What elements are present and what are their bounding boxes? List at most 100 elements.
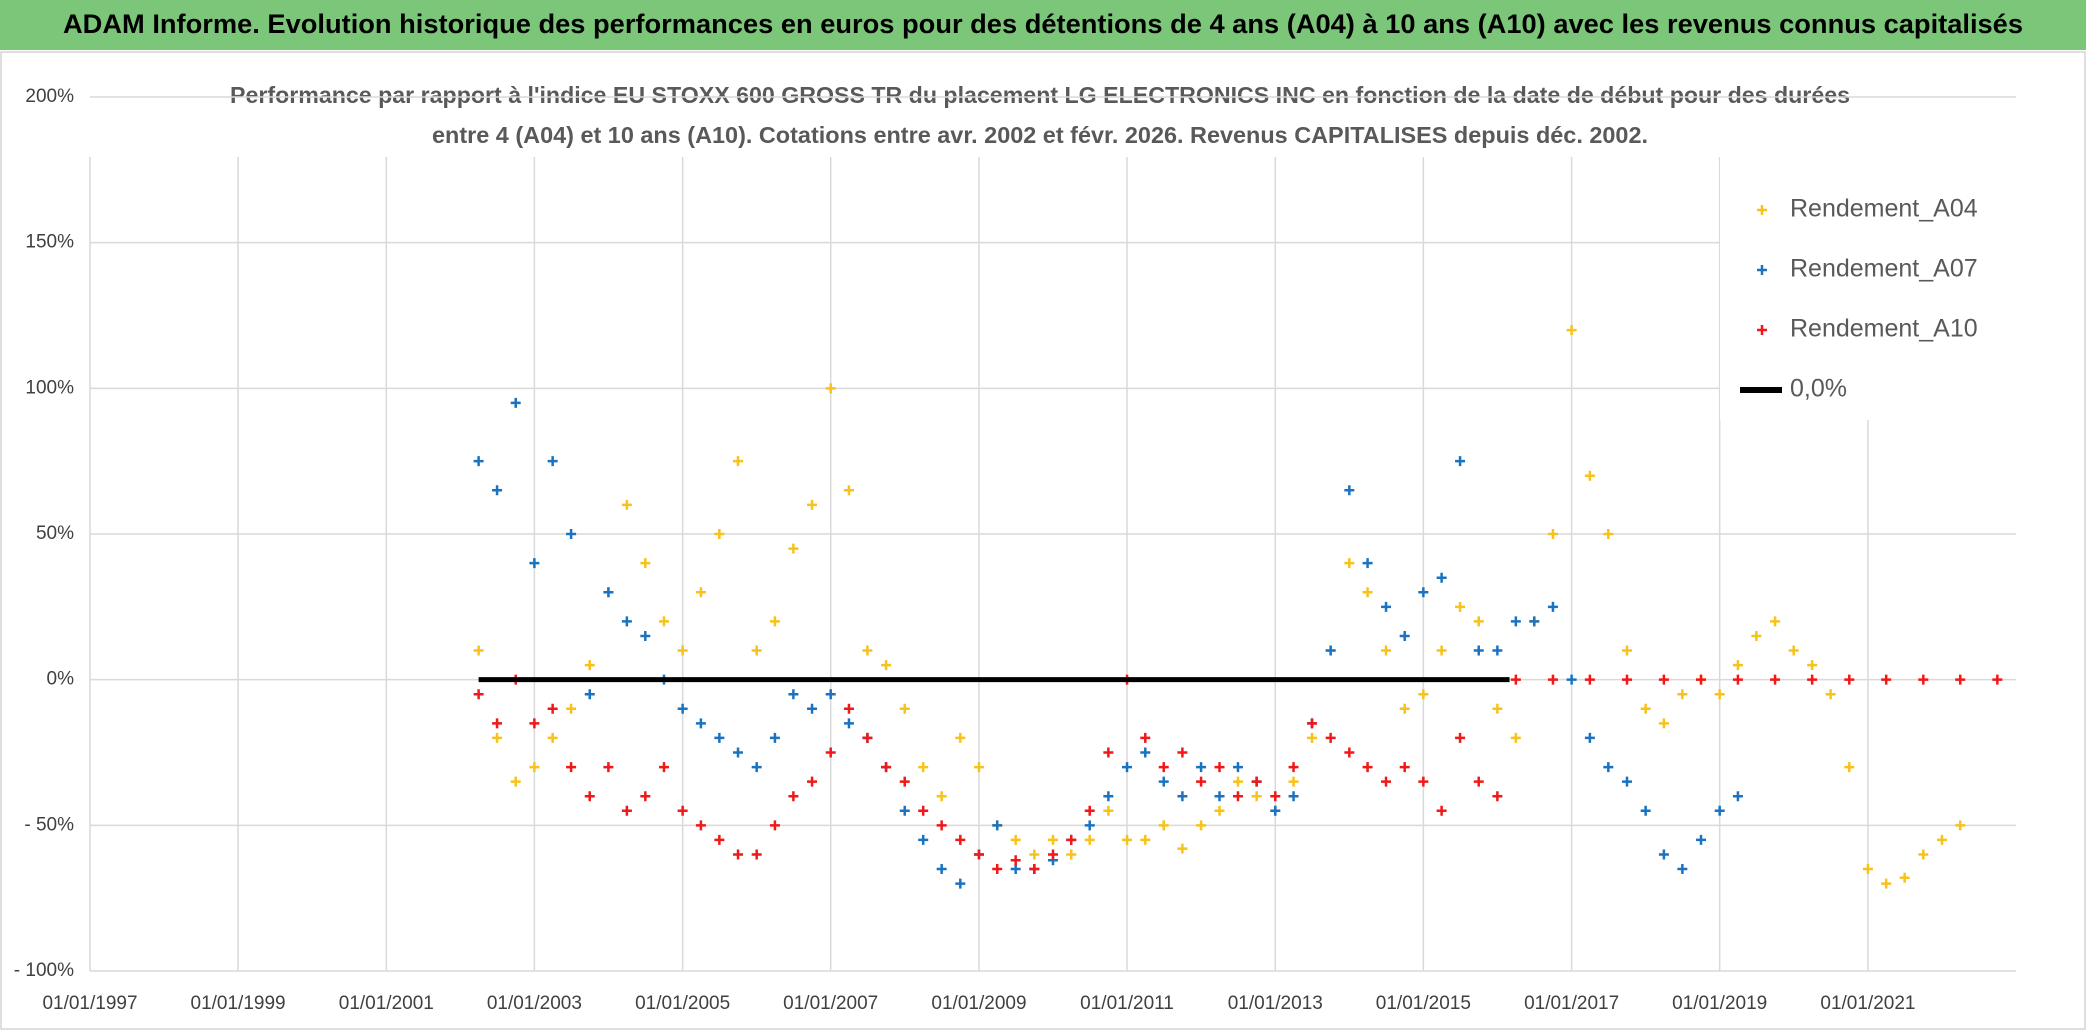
data-point	[1381, 776, 1392, 787]
data-point	[1492, 791, 1503, 802]
data-point	[1510, 616, 1521, 627]
x-tick-label: 01/01/1999	[191, 993, 286, 1014]
data-point	[843, 718, 854, 729]
y-tick-label: 100%	[25, 377, 74, 398]
data-point	[1473, 645, 1484, 656]
data-point	[1307, 732, 1317, 743]
x-tick-label: 01/01/2003	[487, 993, 582, 1014]
data-point	[1362, 587, 1373, 598]
y-tick-label: - 100%	[14, 960, 74, 981]
data-point	[825, 747, 836, 758]
data-point	[1751, 630, 1762, 641]
data-point	[1325, 645, 1336, 656]
x-tick-label: 01/01/2013	[1228, 993, 1323, 1014]
data-point	[1103, 805, 1114, 816]
data-point	[1140, 732, 1151, 743]
data-point	[547, 732, 558, 743]
data-point	[955, 878, 966, 889]
data-point	[677, 703, 688, 714]
chart-frame	[0, 51, 2086, 1030]
data-point	[1436, 572, 1447, 583]
data-point	[621, 499, 632, 510]
data-point	[1232, 791, 1243, 802]
legend-box	[1720, 155, 2016, 420]
data-point	[584, 791, 595, 802]
data-point	[825, 383, 836, 394]
data-point	[1344, 485, 1355, 496]
data-point	[1473, 776, 1484, 787]
x-tick-label: 01/01/2021	[1820, 993, 1915, 1014]
data-point	[1547, 601, 1558, 612]
data-point	[658, 616, 669, 627]
x-tick-label: 01/01/1997	[42, 993, 137, 1014]
data-point	[510, 776, 521, 787]
data-point	[1492, 703, 1503, 714]
data-point	[807, 776, 818, 787]
data-point	[1158, 776, 1169, 787]
data-point	[1566, 325, 1577, 336]
data-point	[1251, 791, 1262, 802]
data-point	[566, 529, 577, 539]
data-point	[566, 703, 577, 714]
data-point	[1066, 834, 1077, 845]
data-point	[1010, 864, 1021, 875]
data-point	[510, 397, 521, 408]
data-point	[1770, 616, 1781, 627]
data-point	[1177, 747, 1188, 758]
data-point	[1084, 820, 1095, 831]
data-point	[1621, 674, 1632, 685]
x-tick-label: 01/01/2019	[1672, 993, 1767, 1014]
data-point	[1010, 834, 1021, 845]
data-point	[1084, 805, 1095, 816]
data-point	[1214, 791, 1225, 802]
data-point	[936, 820, 947, 831]
data-point	[1288, 762, 1299, 773]
data-point	[899, 703, 910, 714]
data-point	[677, 645, 688, 656]
data-point	[1270, 805, 1281, 816]
data-point	[695, 820, 706, 831]
data-point	[1770, 674, 1781, 685]
data-point	[1288, 776, 1299, 787]
data-point	[751, 849, 762, 860]
data-point	[1955, 820, 1966, 831]
data-point	[1807, 660, 1818, 671]
x-tick-label: 01/01/2001	[339, 993, 434, 1014]
data-point	[751, 762, 762, 773]
data-point	[640, 630, 651, 641]
data-point	[1732, 791, 1743, 802]
data-point	[547, 703, 558, 714]
data-point	[566, 762, 577, 773]
data-point	[973, 849, 984, 860]
title-bar	[0, 0, 2086, 50]
data-point	[1436, 805, 1447, 816]
data-point	[1992, 674, 2003, 685]
data-point	[807, 703, 818, 714]
data-point	[1214, 805, 1225, 816]
x-tick-label: 01/01/2017	[1524, 993, 1619, 1014]
data-point	[1381, 645, 1392, 656]
data-point	[1436, 645, 1447, 656]
legend-label: Rendement_A04	[1790, 195, 1978, 223]
data-point	[918, 834, 929, 845]
data-point	[899, 805, 910, 816]
data-point	[621, 616, 632, 627]
data-point	[992, 820, 1003, 831]
data-point	[1418, 689, 1429, 700]
x-tick-label: 01/01/2005	[635, 993, 730, 1014]
data-point	[1677, 864, 1688, 875]
data-point	[695, 587, 706, 598]
y-tick-label: 200%	[25, 86, 74, 107]
data-point	[1547, 529, 1558, 539]
data-point	[1584, 732, 1595, 743]
y-tick-label: 150%	[25, 232, 74, 253]
data-point	[529, 762, 540, 773]
data-point	[1603, 529, 1614, 539]
data-point	[1288, 791, 1299, 802]
data-point	[473, 689, 484, 700]
data-point	[862, 732, 873, 743]
data-point	[1232, 776, 1243, 787]
data-point	[1621, 776, 1632, 787]
data-point	[1196, 820, 1207, 831]
